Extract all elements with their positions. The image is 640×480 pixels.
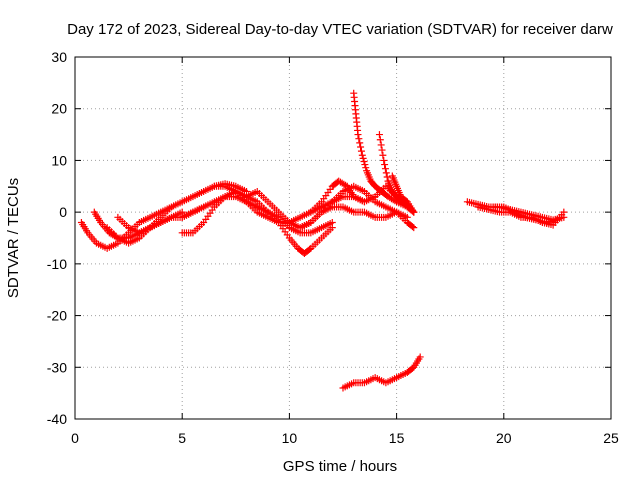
data-point [381, 165, 389, 173]
series-arc-9 [296, 203, 418, 232]
data-point [416, 353, 424, 361]
y-axis-label: SDTVAR / TECUs [5, 178, 22, 298]
x-tick-label: 15 [389, 430, 405, 446]
data-point [328, 218, 336, 226]
y-tick-label: 10 [51, 152, 67, 168]
data-point [359, 154, 367, 162]
x-tick-label: 0 [71, 430, 79, 446]
data-marks [77, 89, 568, 392]
data-point [360, 157, 368, 165]
data-point [362, 164, 370, 172]
x-tick-label: 20 [496, 430, 512, 446]
series-arc-14 [339, 353, 424, 392]
data-point [381, 161, 389, 169]
x-tick-label: 25 [603, 430, 619, 446]
data-point [357, 143, 365, 151]
data-point [342, 181, 350, 189]
x-tick-label: 10 [282, 430, 298, 446]
data-point [380, 156, 388, 164]
data-point [356, 139, 364, 147]
data-point [355, 135, 363, 143]
data-point [391, 197, 399, 205]
y-axis-ticks: 30 20 10 0 -10 -20 -30 -40 [47, 49, 611, 427]
data-point [357, 147, 365, 155]
data-point [410, 224, 418, 232]
series-arc-17 [489, 203, 561, 226]
data-point [358, 151, 366, 159]
y-tick-label: -10 [47, 256, 67, 272]
data-point [378, 146, 386, 154]
data-point [361, 161, 369, 169]
data-point [382, 169, 390, 177]
data-point [376, 136, 384, 144]
plot-frame [74, 56, 612, 420]
x-axis-label: GPS time / hours [283, 458, 397, 475]
y-tick-label: 20 [51, 101, 67, 117]
data-point [408, 223, 416, 231]
data-point [379, 151, 387, 159]
y-tick-label: 0 [59, 204, 67, 220]
y-tick-label: -40 [47, 411, 67, 427]
series-arc-13 [388, 172, 418, 216]
data-point [553, 216, 561, 224]
data-point [410, 208, 418, 216]
data-point [375, 131, 383, 139]
x-axis-ticks: 0 5 10 15 20 25 [71, 57, 619, 446]
data-point [383, 173, 391, 181]
chart-title: Day 172 of 2023, Sidereal Day-to-day VTE… [67, 21, 613, 38]
y-tick-label: -30 [47, 359, 67, 375]
data-point [306, 245, 314, 253]
x-tick-label: 5 [178, 430, 186, 446]
y-tick-label: -20 [47, 308, 67, 324]
grid [75, 57, 611, 419]
y-tick-label: 30 [51, 49, 67, 65]
data-point [560, 208, 568, 216]
data-point [354, 131, 362, 139]
data-point [377, 141, 385, 149]
